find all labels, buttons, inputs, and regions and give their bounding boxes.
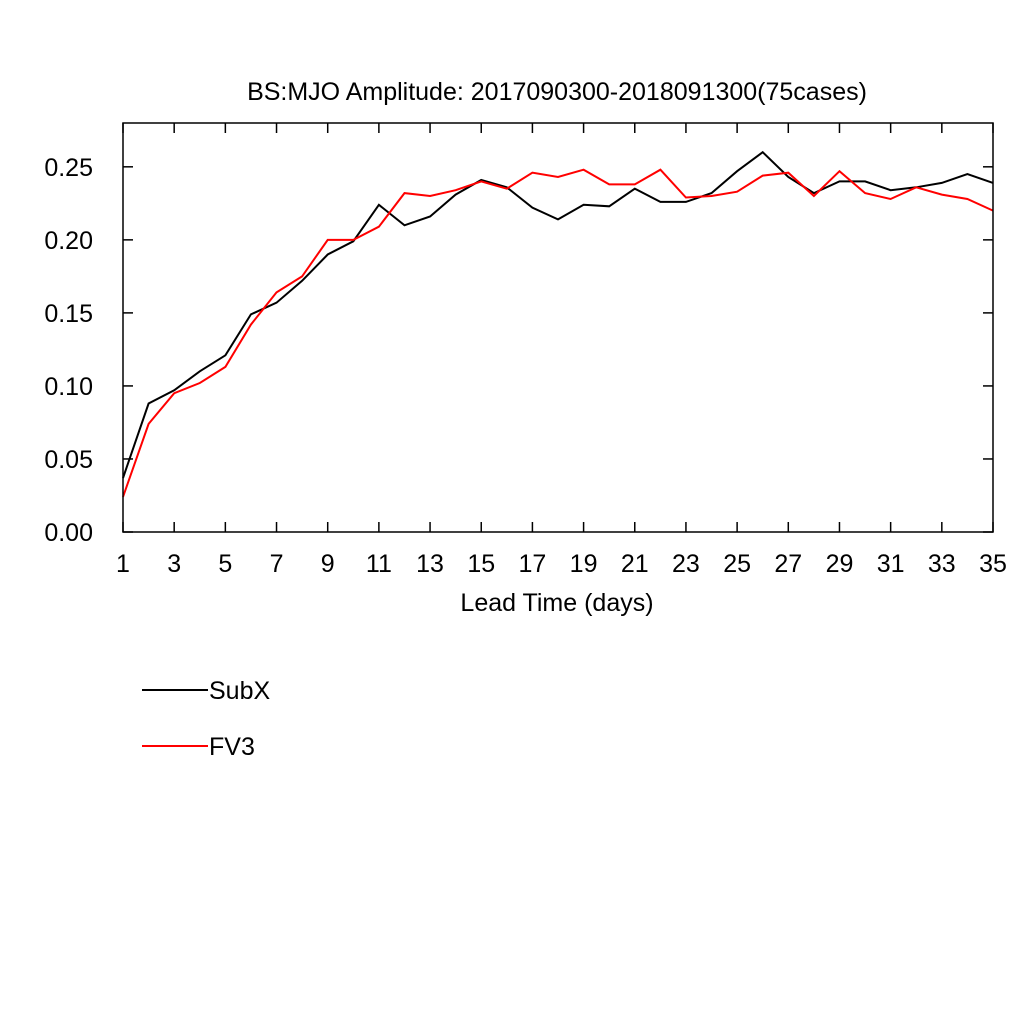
y-tick-label-4: 0.20 <box>44 227 93 255</box>
y-tick-label-1: 0.05 <box>44 446 93 474</box>
x-tick-label-2: 5 <box>218 550 232 578</box>
x-tick-label-16: 33 <box>928 550 956 578</box>
series-line-fv3 <box>122 168 994 498</box>
y-axis: 0.00 0.05 0.10 0.15 0.20 0.25 <box>44 154 993 547</box>
x-tick-label-12: 25 <box>723 550 751 578</box>
x-tick-label-4: 9 <box>321 550 335 578</box>
x-tick-label-10: 21 <box>621 550 649 578</box>
x-tick-label-15: 31 <box>877 550 905 578</box>
chart-title: BS:MJO Amplitude: 2017090300-2018091300(… <box>247 78 867 106</box>
legend-label-subx: SubX <box>209 677 270 705</box>
x-tick-label-17: 35 <box>979 550 1007 578</box>
legend-label-fv3: FV3 <box>209 733 255 761</box>
x-axis: 1 3 5 7 9 11 13 15 17 19 21 23 25 27 29 31 33 35 <box>116 123 1007 578</box>
x-tick-label-13: 27 <box>774 550 802 578</box>
x-tick-label-14: 29 <box>826 550 854 578</box>
plot-area <box>122 150 994 498</box>
series-line-subx <box>122 150 994 479</box>
x-tick-label-3: 7 <box>270 550 284 578</box>
x-tick-label-7: 15 <box>467 550 495 578</box>
legend: SubX FV3 <box>142 677 270 761</box>
x-axis-label: Lead Time (days) <box>460 589 653 617</box>
y-tick-label-5: 0.25 <box>44 154 93 182</box>
x-tick-label-5: 11 <box>366 550 392 578</box>
y-tick-label-0: 0.00 <box>44 519 93 547</box>
x-tick-label-11: 23 <box>672 550 700 578</box>
y-tick-label-3: 0.15 <box>44 300 93 328</box>
y-tick-label-2: 0.10 <box>44 373 93 401</box>
x-tick-label-1: 3 <box>167 550 181 578</box>
x-tick-label-6: 13 <box>416 550 444 578</box>
plot-frame <box>122 122 994 533</box>
x-tick-label-8: 17 <box>519 550 547 578</box>
x-tick-label-9: 19 <box>570 550 598 578</box>
x-tick-label-0: 1 <box>116 550 130 578</box>
